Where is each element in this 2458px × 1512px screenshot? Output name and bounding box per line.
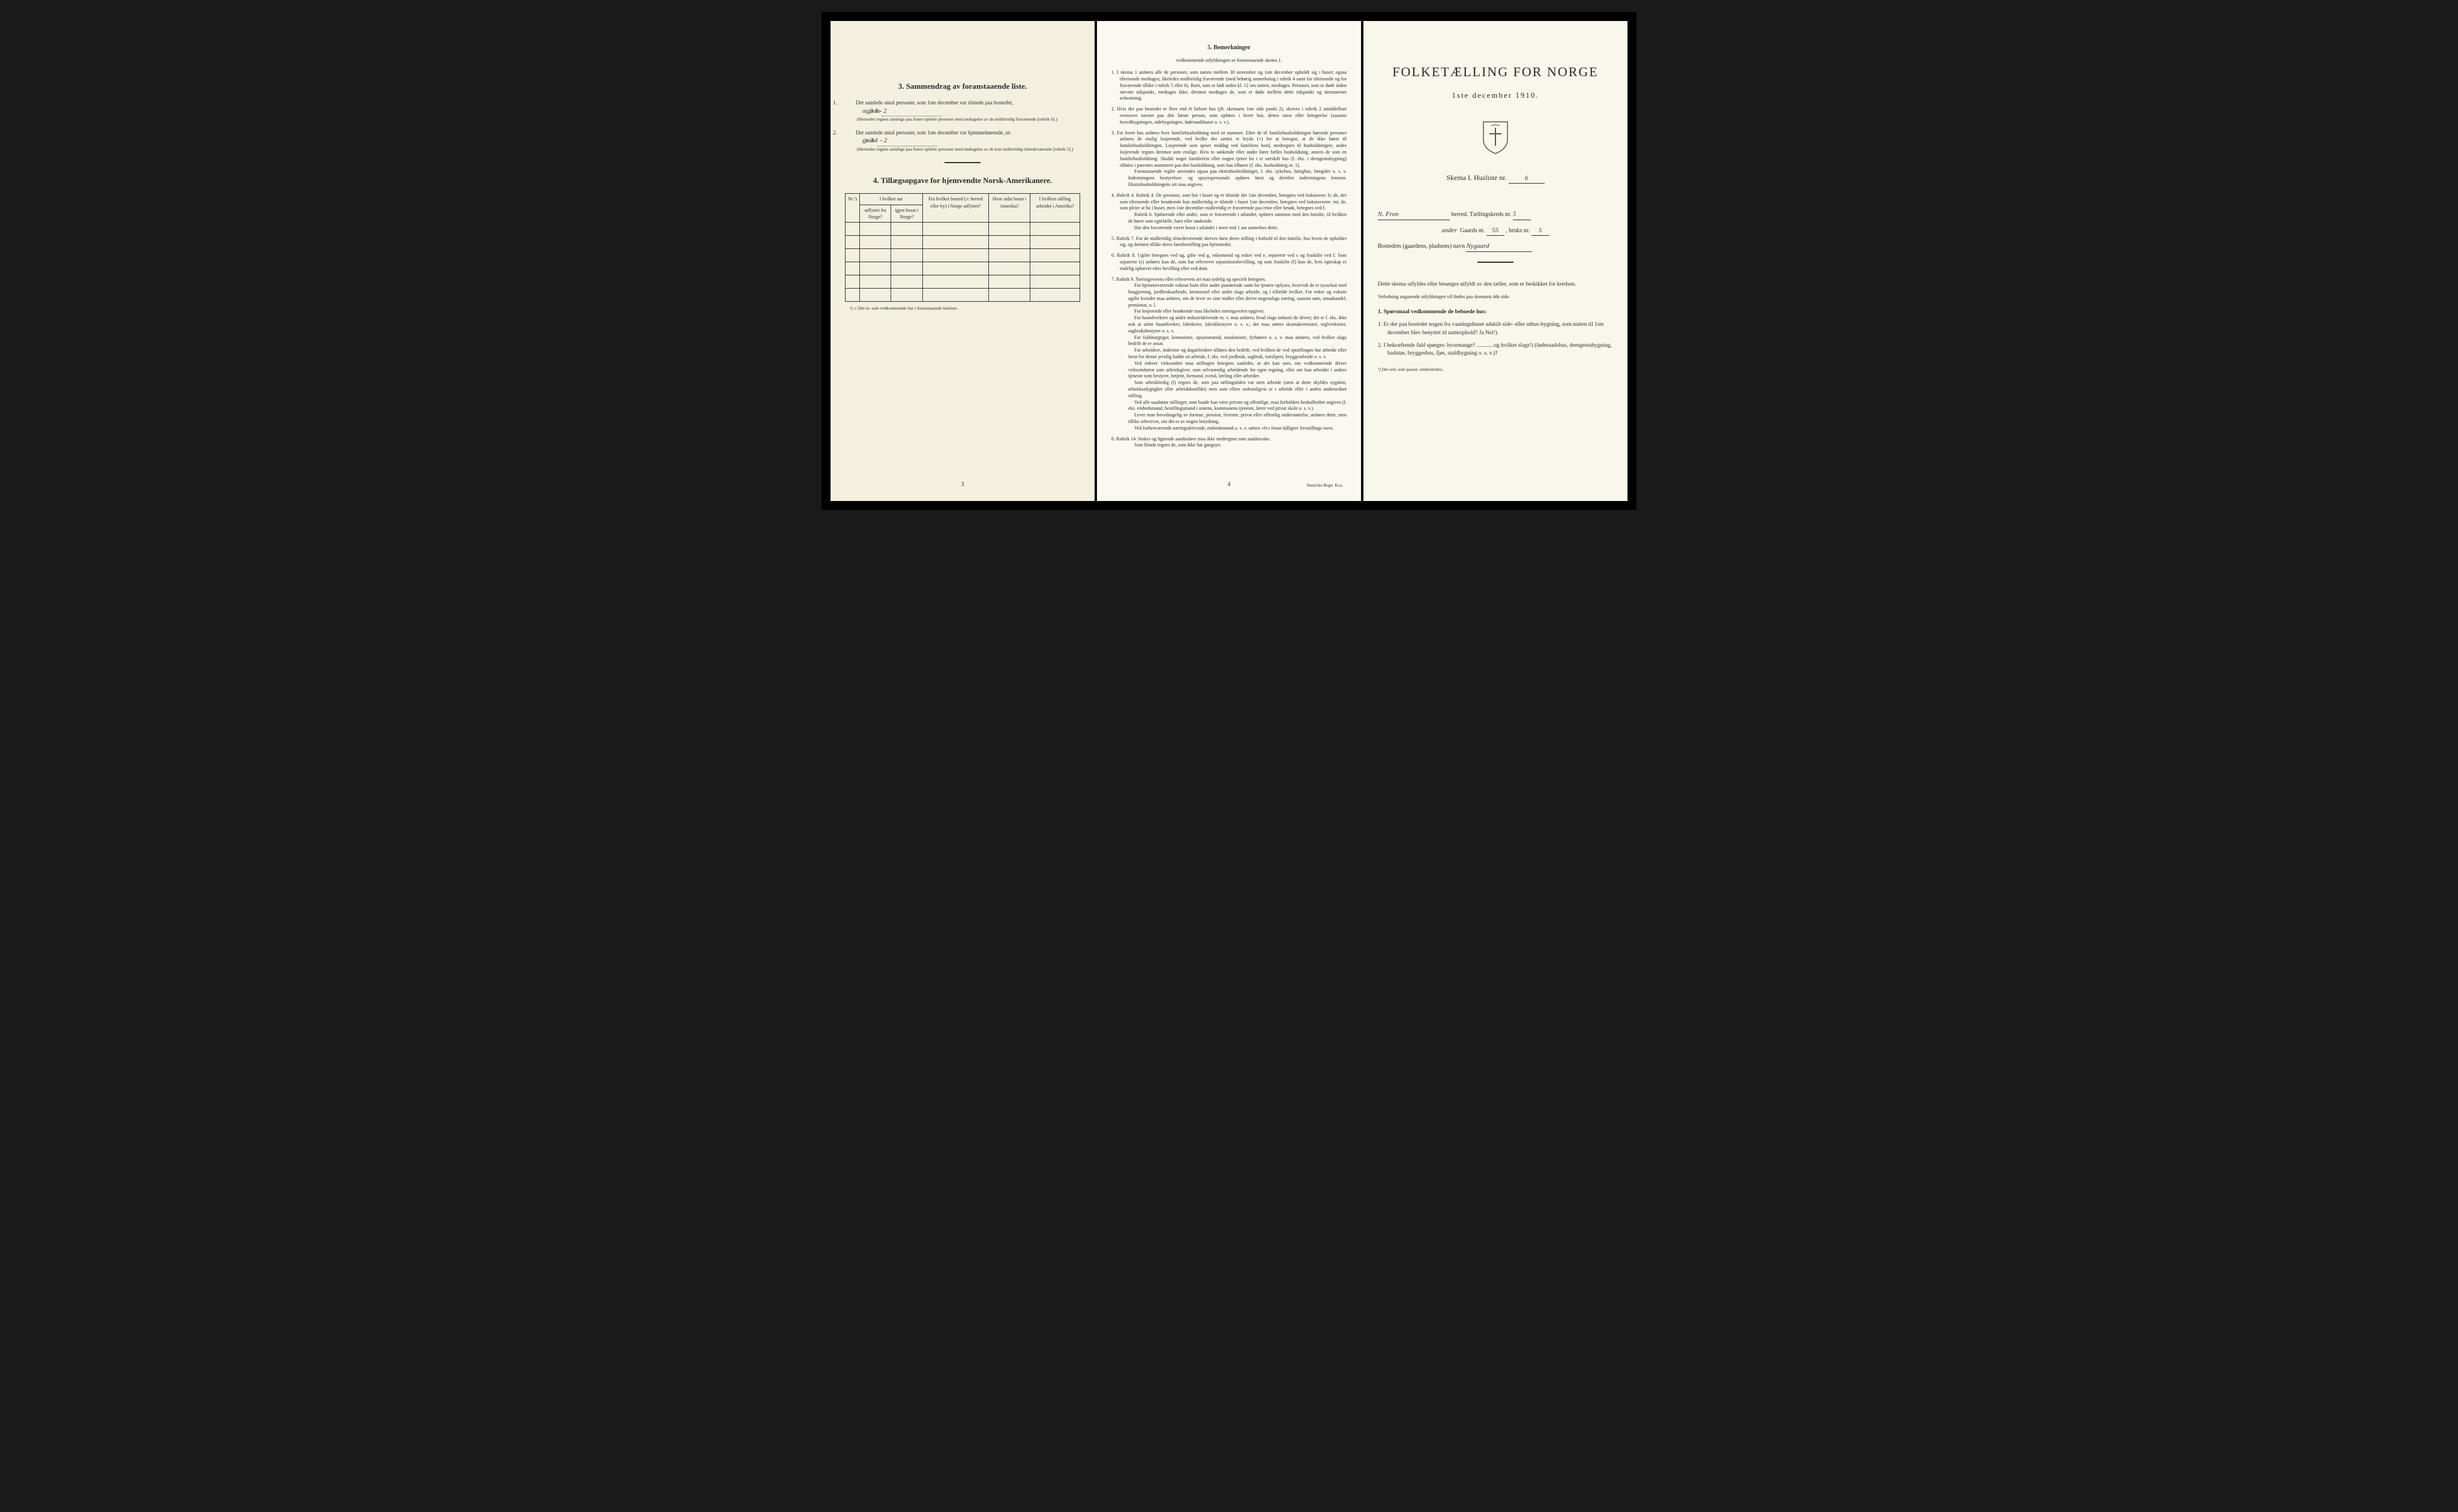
herred-line: N. Fron herred. Tællingskreds nr. 5 (1378, 210, 1613, 220)
remark-6: 6. Rubrik 8. Ugifte betegnes ved ug, gif… (1120, 253, 1347, 272)
col-igjen: igjen bosat i Norge? (891, 205, 923, 222)
bosted-navn: Nygaard (1466, 242, 1532, 251)
remark-7: 7. Rubrik 9. Næringsveiens eller erhverv… (1120, 277, 1347, 432)
col-year: I hvilket aar (860, 194, 923, 205)
gaards-nr: 55 (1486, 226, 1504, 236)
instruction-text: Dette skema utfyldes eller besørges utfy… (1378, 281, 1613, 289)
coat-of-arms-icon (1378, 119, 1613, 155)
table-row (846, 222, 1080, 235)
bosted-line: Bostedets (gaardens, pladsens) navn Nyga… (1378, 242, 1613, 251)
col-stilling: I hvilken stilling arbeidet i Amerika? (1030, 194, 1080, 223)
page-3: 3. Sammendrag av foranstaaende liste. 1.… (831, 21, 1095, 501)
table-row (846, 288, 1080, 301)
col-utflyttet: utflyttet fra Norge? (860, 205, 891, 222)
remark-2: 2. Hvis der paa bostedet er flere end ét… (1120, 106, 1347, 125)
remark-4: 4. Rubrik 4. Rubrik 4. De personer, som … (1120, 193, 1347, 232)
remark-1: 1. I skema 1 anføres alle de personer, s… (1120, 70, 1347, 102)
bemerk-title: 5. Bemerkninger (1111, 44, 1347, 52)
section-divider (945, 162, 981, 163)
bruks-nr: 5 (1531, 226, 1549, 236)
item-2-note: (Herunder regnes samtlige paa listen opf… (869, 146, 1080, 153)
americans-table: Nr.¹) I hvilket aar Fra hvilket bosted (… (845, 193, 1080, 302)
herred-value: N. Fron (1378, 210, 1450, 220)
handwritten-value-1: 3 1 - 2 (882, 107, 942, 116)
item-1-note: (Herunder regnes samtlige paa listen opf… (869, 116, 1080, 123)
publisher: Steen'ske Bogtr. Kr.a. (1306, 483, 1343, 489)
page-1-cover: FOLKETÆLLING FOR NORGE 1ste december 191… (1363, 21, 1627, 501)
bemerk-subtitle: vedkommende utfyldningen av foranstaaend… (1111, 57, 1347, 64)
col-amerika: Hvor sidst bosat i Amerika? (989, 194, 1030, 223)
handwritten-value-2: x 3 1 - 2 (877, 136, 937, 146)
instruction-block: Dette skema utfyldes eller besørges utfy… (1378, 281, 1613, 373)
remark-8: 8. Rubrik 14. Sinker og lignende aandssl… (1120, 436, 1347, 449)
document-container: 3. Sammendrag av foranstaaende liste. 1.… (822, 12, 1636, 510)
guidance-text: Veiledning angaaende utfyldningen vil fi… (1378, 293, 1613, 300)
skema-line: Skema I. Husliste nr. 6 (1378, 173, 1613, 184)
footnote: ¹) Det ord, som passer, understrekes. (1378, 367, 1613, 373)
husliste-nr: 6 (1509, 174, 1545, 184)
remark-3: 3. For hvert hus anføres hver familiehus… (1120, 130, 1347, 188)
table-body (846, 222, 1080, 301)
table-row (846, 248, 1080, 262)
remarks-list: 1. I skema 1 anføres alle de personer, s… (1111, 70, 1347, 449)
table-row (846, 275, 1080, 288)
main-title: FOLKETÆLLING FOR NORGE (1378, 63, 1613, 82)
kreds-nr: 5 (1513, 210, 1531, 220)
question-header: 1. Spørsmaal vedkommende de beboede hus: (1378, 308, 1613, 316)
summary-item-1: 1. Det samlede antal personer, som 1ste … (857, 99, 1080, 122)
page-number: 3 (961, 481, 964, 489)
sub-title: 1ste december 1910. (1378, 90, 1613, 101)
page-number: 4 (1228, 481, 1231, 489)
remark-5: 5. Rubrik 7. For de midlertidig tilstede… (1120, 236, 1347, 249)
table-row (846, 262, 1080, 275)
table-row (846, 235, 1080, 248)
gaards-line: under Gaards nr. 55 , bruks nr. 5 (1378, 226, 1613, 236)
section-4-title: 4. Tillægsopgave for hjemvendte Norsk-Am… (845, 175, 1080, 186)
summary-item-2: 2. Det samlede antal personer, som 1ste … (857, 129, 1080, 152)
page-4: 5. Bemerkninger vedkommende utfyldningen… (1097, 21, 1361, 501)
question-2: 2. I bekræftende fald spørges: hvormange… (1387, 342, 1613, 358)
section-3-title: 3. Sammendrag av foranstaaende liste. (845, 81, 1080, 92)
cover-divider (1477, 262, 1513, 263)
col-bosted: Fra hvilket bosted (ɔ: herred eller by) … (922, 194, 988, 223)
question-1: 1. Er der paa bostedet nogen fra vaaning… (1387, 321, 1613, 337)
col-nr: Nr.¹) (846, 194, 860, 223)
table-footnote: ¹) ɔ: Det nr. som vedkommende har i fora… (850, 305, 1080, 312)
